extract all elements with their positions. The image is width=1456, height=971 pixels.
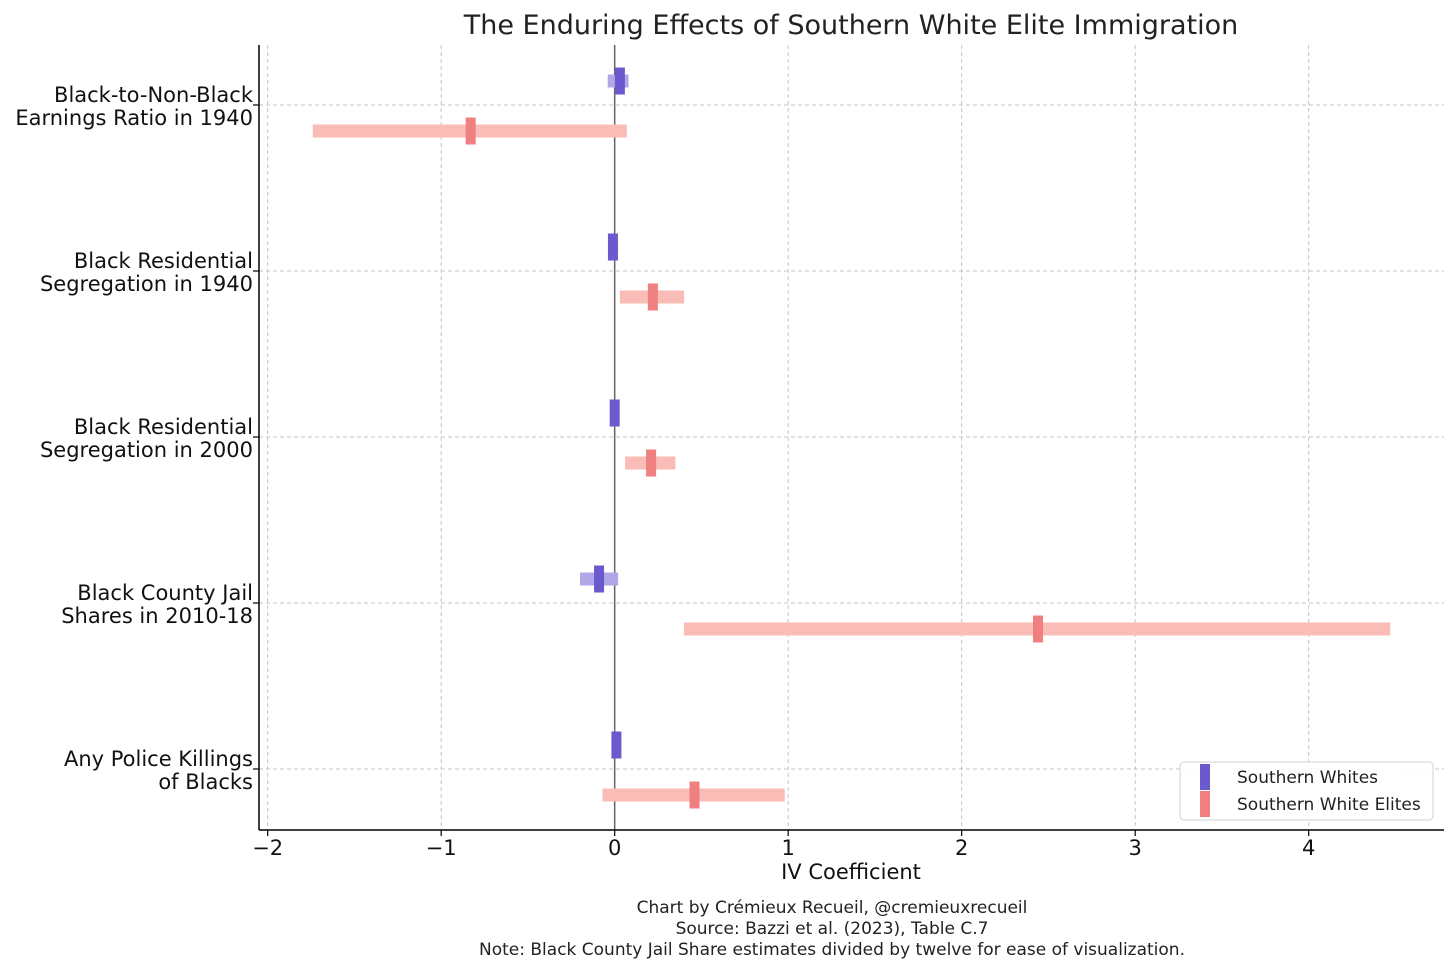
- point-estimate-marker: [607, 233, 618, 261]
- footer-note: Note: Black County Jail Share estimates …: [479, 940, 1185, 960]
- y-tick-label-line: Black Residential: [74, 249, 253, 273]
- point-estimate-marker: [609, 399, 620, 427]
- point-estimate-marker: [614, 67, 625, 95]
- x-tick-labels: −2 −1 0 1 2 3 4: [252, 836, 1315, 860]
- x-tick-label: −1: [426, 836, 457, 860]
- footer: Chart by Crémieux Recueil, @cremieuxrecu…: [479, 898, 1185, 960]
- y-tick-label-line: Black-to-Non-Black: [54, 83, 254, 107]
- axes: [253, 45, 1444, 836]
- x-tick-label: 3: [1128, 836, 1141, 860]
- point-estimate-marker: [647, 283, 658, 311]
- series-group: [312, 67, 1391, 809]
- y-tick-label-line: Segregation in 2000: [40, 438, 253, 462]
- y-tick-label-line: Any Police Killings: [64, 747, 253, 771]
- x-axis-label: IV Coefficient: [781, 860, 921, 884]
- y-tick-label-line: Black Residential: [74, 415, 253, 439]
- y-tick-label-line: Segregation in 1940: [40, 272, 253, 296]
- y-tick-label-line: Shares in 2010-18: [61, 604, 253, 628]
- y-tick-label: Black Residential Segregation in 2000: [40, 415, 253, 462]
- footer-source: Source: Bazzi et al. (2023), Table C.7: [676, 919, 989, 939]
- legend-box: [1179, 761, 1434, 821]
- legend-swatch: [1200, 764, 1210, 790]
- x-tick-label: 2: [955, 836, 968, 860]
- point-estimate-marker: [465, 117, 476, 145]
- point-estimate-marker: [689, 781, 700, 809]
- x-tick-label: 1: [781, 836, 794, 860]
- chart-title: The Enduring Effects of Southern White E…: [463, 10, 1239, 41]
- legend-label: Southern White Elites: [1237, 795, 1421, 815]
- legend-label: Southern Whites: [1237, 768, 1378, 788]
- point-estimate-marker: [1033, 615, 1044, 643]
- y-tick-label: Black County Jail Shares in 2010-18: [61, 581, 253, 628]
- y-tick-label-line: Earnings Ratio in 1940: [15, 106, 253, 130]
- legend: Southern Whites Southern White Elites: [1179, 761, 1434, 821]
- legend-swatch: [1200, 791, 1210, 817]
- y-tick-label: Black Residential Segregation in 1940: [40, 249, 253, 296]
- x-tick-label: 4: [1302, 836, 1315, 860]
- series-1: [312, 117, 1391, 809]
- y-tick-label-line: of Blacks: [158, 770, 253, 794]
- series-0: [579, 67, 629, 759]
- y-tick-labels: Black-to-Non-Black Earnings Ratio in 1940…: [15, 83, 253, 794]
- point-estimate-marker: [594, 565, 605, 593]
- y-tick-label-line: Black County Jail: [77, 581, 253, 605]
- x-tick-label: −2: [252, 836, 283, 860]
- y-tick-label: Any Police Killings of Blacks: [64, 747, 253, 794]
- y-tick-label: Black-to-Non-Black Earnings Ratio in 1940: [15, 83, 253, 130]
- footer-credit: Chart by Crémieux Recueil, @cremieuxrecu…: [637, 898, 1028, 918]
- grid: [259, 45, 1444, 830]
- point-estimate-marker: [646, 449, 657, 477]
- point-estimate-marker: [611, 731, 622, 759]
- x-tick-label: 0: [608, 836, 621, 860]
